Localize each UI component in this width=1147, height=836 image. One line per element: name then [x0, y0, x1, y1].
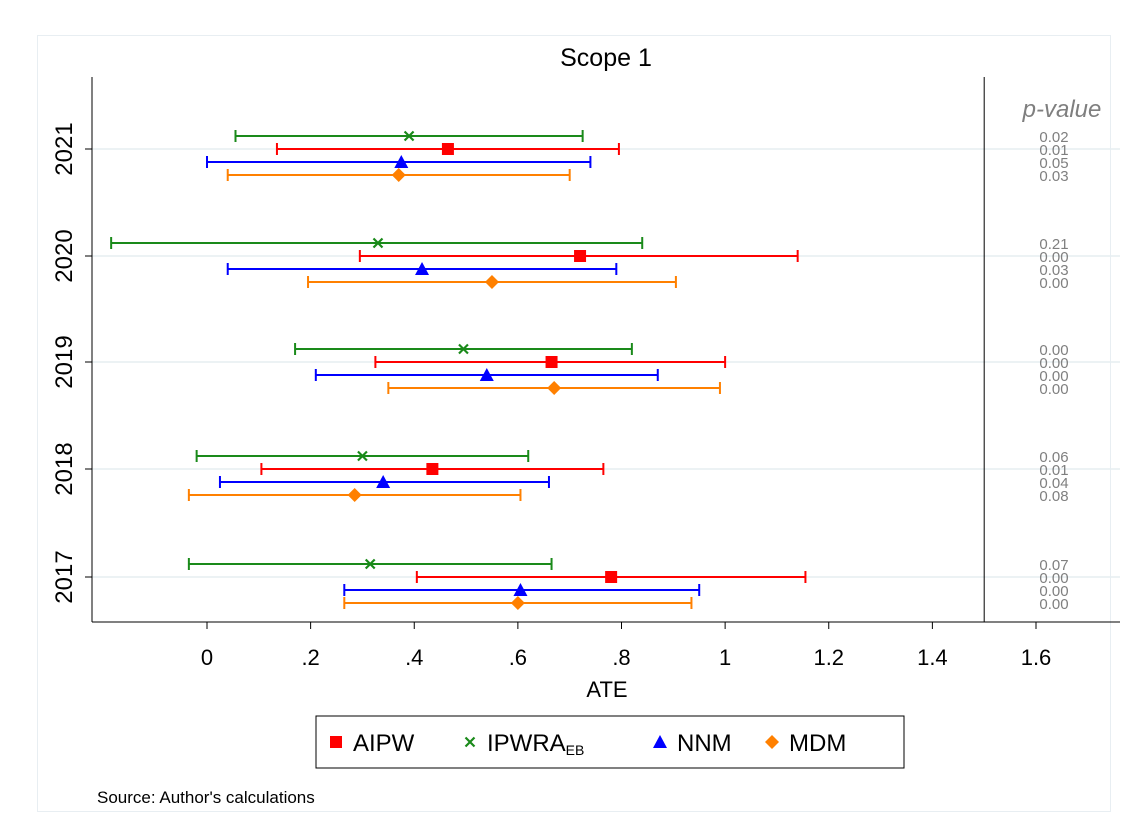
aipw-2021-p-value: 0.01 [1039, 142, 1068, 159]
nnm-2017-p-value: 0.00 [1039, 583, 1068, 600]
x-tick-label: .2 [301, 645, 319, 670]
y-tick-label-2021: 2021 [51, 122, 78, 175]
mdm-2019-p-value: 0.00 [1039, 381, 1068, 398]
legend-aipw-marker [330, 736, 342, 748]
legend-nnm-marker [653, 735, 667, 748]
nnm-2017-estimate-marker [513, 583, 528, 596]
legend-ipwra-marker [464, 736, 476, 748]
ipwra-2019-p-value: 0.00 [1039, 342, 1068, 359]
y-tick-label-2019: 2019 [51, 335, 78, 388]
nnm-2019-p-value: 0.00 [1039, 368, 1068, 385]
ipwra-2017-estimate-marker [364, 558, 376, 570]
aipw-2021-estimate-marker [441, 143, 454, 155]
x-tick-label: .4 [405, 645, 423, 670]
x-tick-label: .8 [612, 645, 630, 670]
mdm-2019-estimate-marker [547, 381, 562, 395]
y-tick-label-2020: 2020 [51, 229, 78, 282]
nnm-2020-p-value: 0.03 [1039, 262, 1068, 279]
ipwra-2019-estimate-marker [458, 343, 469, 355]
aipw-2020-estimate-marker [574, 250, 587, 262]
ipwra-2021-p-value: 0.02 [1039, 129, 1068, 146]
mdm-2020-estimate-marker [484, 275, 499, 289]
aipw-2018-estimate-marker [426, 463, 439, 475]
nnm-2018-estimate-marker [376, 475, 391, 488]
aipw-2018-p-value: 0.01 [1039, 462, 1068, 479]
ipwra-2018-estimate-marker [357, 450, 368, 462]
aipw-2019-estimate-marker [545, 356, 558, 368]
ipwra-2017-p-value: 0.07 [1039, 557, 1068, 574]
nnm-2021-estimate-marker [394, 155, 409, 168]
aipw-2020-p-value: 0.00 [1039, 249, 1068, 266]
aipw-2017-p-value: 0.00 [1039, 570, 1068, 587]
ipwra-2018-p-value: 0.06 [1039, 449, 1068, 466]
x-tick-label: 0 [201, 645, 213, 670]
x-axis-label: ATE [586, 677, 627, 702]
legend-nnm-label: NNM [677, 730, 732, 757]
legend-box [315, 715, 905, 769]
mdm-2021-estimate-marker [391, 168, 406, 182]
chart-frame [37, 35, 1111, 812]
mdm-2020-p-value: 0.00 [1039, 275, 1068, 292]
nnm-2019-estimate-marker [479, 368, 494, 381]
y-tick-label-2018: 2018 [51, 442, 78, 495]
aipw-2017-estimate-marker [605, 571, 618, 583]
legend-mdm-marker [765, 735, 779, 749]
mdm-2018-estimate-marker [347, 488, 362, 502]
chart-title: Scope 1 [560, 44, 652, 72]
mdm-2017-estimate-marker [510, 596, 525, 610]
aipw-2019-p-value: 0.00 [1039, 355, 1068, 372]
pvalue-header: p-value [1022, 96, 1102, 123]
source-note: Source: Author's calculations [97, 788, 315, 807]
ipwra-2020-estimate-marker [372, 237, 384, 249]
legend-aipw-label: AIPW [353, 730, 415, 757]
x-tick-label: .6 [509, 645, 527, 670]
ipwra-2020-p-value: 0.21 [1039, 236, 1068, 253]
x-tick-label: 1.2 [813, 645, 844, 670]
nnm-2020-estimate-marker [415, 262, 430, 275]
x-tick-label: 1.4 [917, 645, 948, 670]
mdm-2021-p-value: 0.03 [1039, 168, 1068, 185]
legend-ipwra-label: IPWRAEB [487, 730, 584, 758]
x-tick-label: 1 [719, 645, 731, 670]
nnm-2018-p-value: 0.04 [1039, 475, 1068, 492]
mdm-2017-p-value: 0.00 [1039, 596, 1068, 613]
nnm-2021-p-value: 0.05 [1039, 155, 1068, 172]
y-tick-label-2017: 2017 [51, 550, 78, 603]
legend-mdm-label: MDM [789, 730, 846, 757]
x-tick-label: 1.6 [1021, 645, 1052, 670]
mdm-2018-p-value: 0.08 [1039, 488, 1068, 505]
ipwra-2021-estimate-marker [403, 130, 415, 142]
